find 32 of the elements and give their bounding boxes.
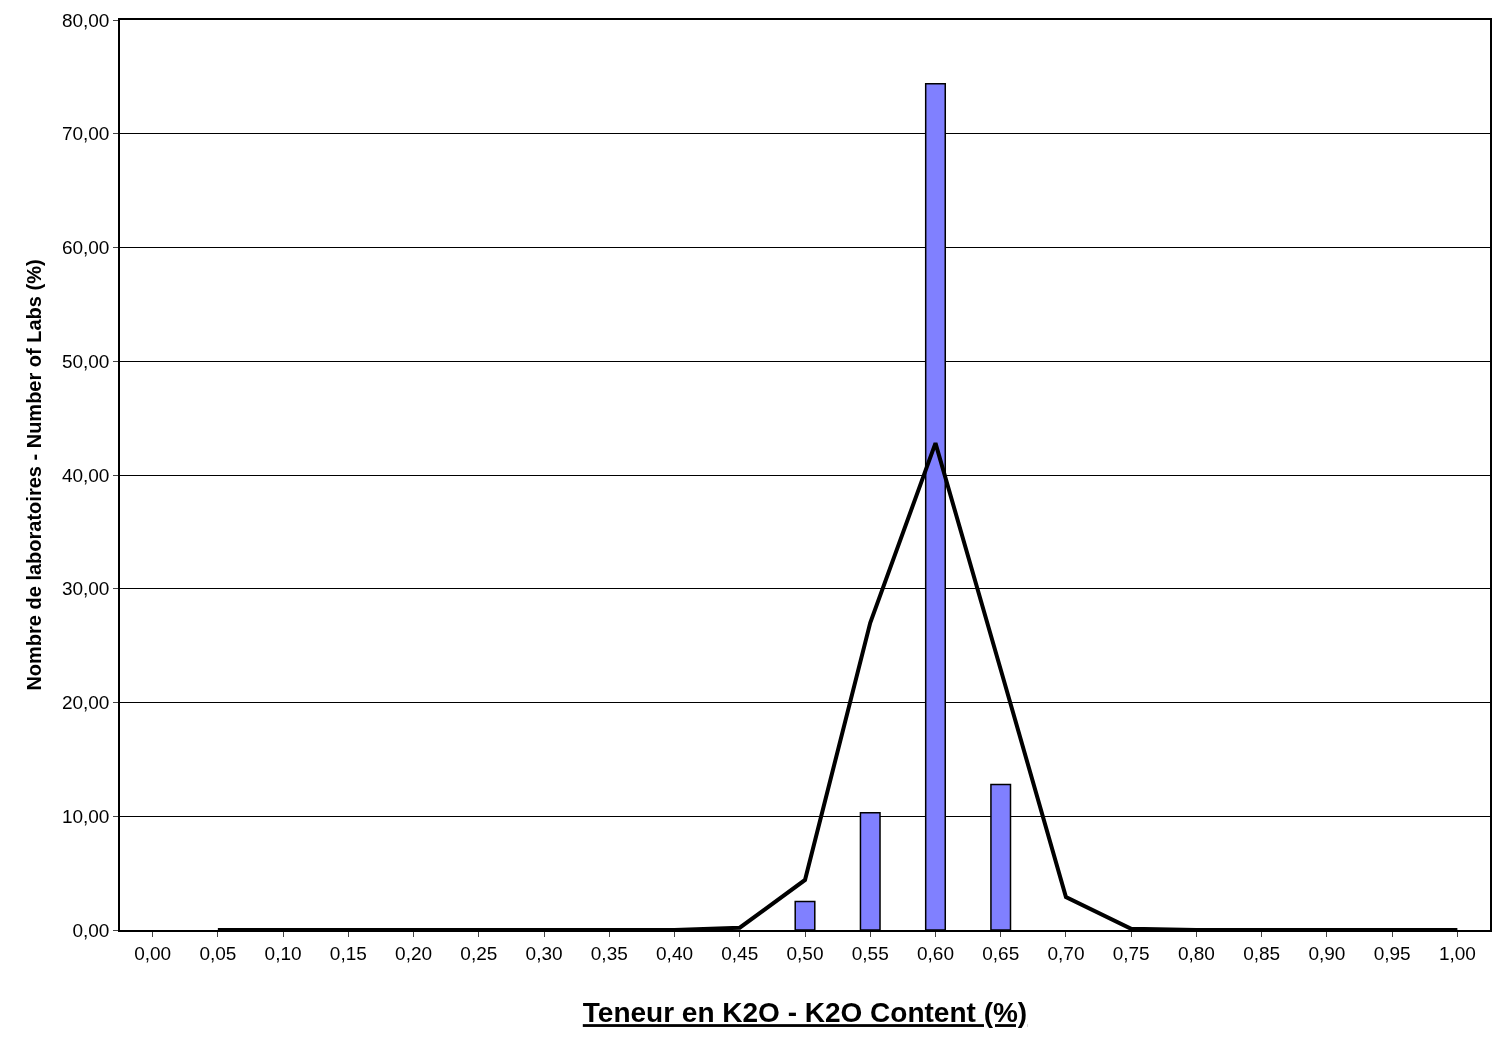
x-tick-label: 1,00 [1438,942,1476,964]
y-tick-label: 40,00 [61,464,110,486]
x-tick-label: 0,65 [982,942,1020,964]
y-tick-label: 80,00 [61,9,110,31]
y-tick-label: 70,00 [61,123,110,145]
x-tick-label: 0,35 [590,942,628,964]
x-tick-label: 0,40 [656,942,694,964]
x-tick-label: 0,75 [1112,942,1150,964]
y-tick-label: 0,00 [72,919,110,941]
x-tick-label: 0,55 [851,942,889,964]
x-tick-label: 0,85 [1243,942,1281,964]
x-tick-label: 0,00 [134,942,172,964]
x-tick-label: 0,30 [525,942,563,964]
y-tick-label: 30,00 [61,578,110,600]
x-tick-label: 0,10 [264,942,302,964]
x-tick-label: 0,60 [916,942,954,964]
x-tick-label: 0,15 [329,942,367,964]
x-axis-title: Teneur en K2O - K2O Content (%) [582,997,1028,1029]
y-tick-label: 10,00 [61,805,110,827]
x-tick-label: 0,45 [721,942,759,964]
y-tick-label: 50,00 [61,350,110,372]
x-tick-label: 0,25 [460,942,498,964]
y-axis-title: Nombre de laboratoires - Number of Labs (%) [22,259,45,691]
x-tick-label: 0,95 [1373,942,1411,964]
x-tick-label: 0,05 [199,942,237,964]
x-tick-label: 0,90 [1308,942,1346,964]
y-tick-label: 20,00 [61,692,110,714]
x-tick-label: 0,20 [395,942,433,964]
x-tick-label: 0,80 [1177,942,1215,964]
x-tick-label: 0,50 [786,942,824,964]
x-tick-label: 0,70 [1047,942,1085,964]
y-tick-label: 60,00 [61,237,110,259]
